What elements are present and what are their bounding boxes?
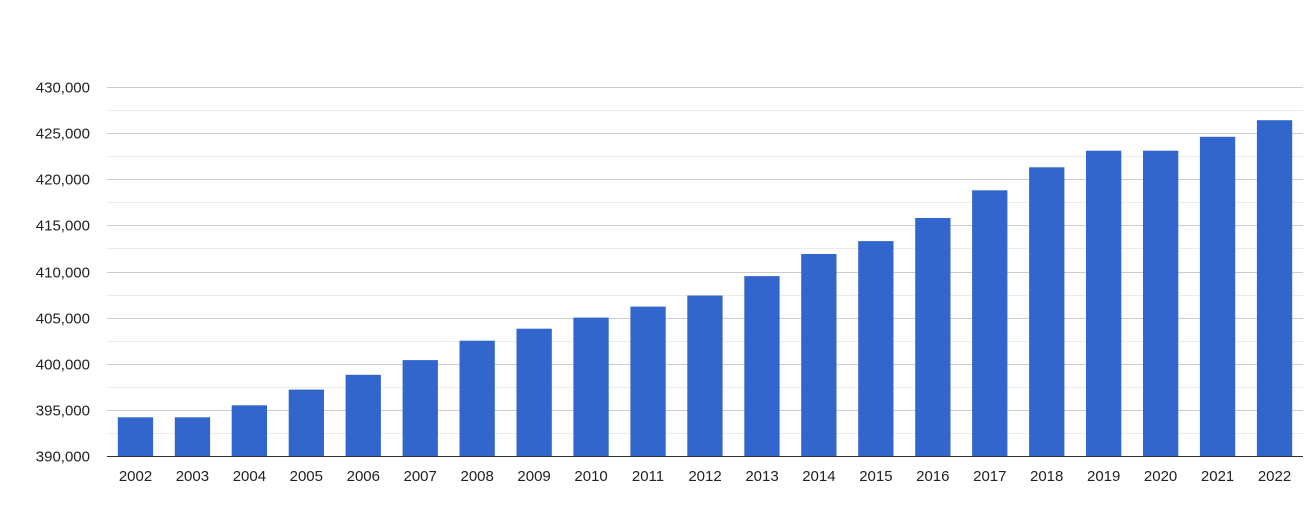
x-tick-label: 2005 [290, 468, 323, 485]
x-tick-label: 2006 [347, 468, 380, 485]
x-tick-label: 2008 [461, 468, 494, 485]
x-tick-label: 2013 [745, 468, 778, 485]
x-tick-label: 2010 [574, 468, 607, 485]
bar-2017[interactable] [972, 190, 1008, 457]
bar-2016[interactable] [915, 218, 951, 456]
x-axis-tick-labels: 2002 2003 2004 2005 2006 2007 2008 2009 2010 2011… [119, 468, 1291, 485]
y-tick-label: 410,000 [36, 265, 90, 282]
bar-2003[interactable] [174, 417, 211, 456]
y-tick-label: 405,000 [36, 311, 90, 328]
bar-2006[interactable] [345, 374, 381, 456]
x-tick-label: 2018 [1030, 468, 1063, 485]
bar-2020[interactable] [1143, 150, 1179, 456]
y-tick-label: 420,000 [36, 172, 90, 189]
x-tick-label: 2009 [517, 468, 550, 485]
y-tick-label: 400,000 [36, 357, 90, 374]
bar-2012[interactable] [687, 295, 723, 457]
bar-2007[interactable] [402, 360, 438, 456]
x-tick-label: 2002 [119, 468, 152, 485]
x-tick-label: 2011 [632, 468, 664, 485]
bar-2009[interactable] [516, 328, 552, 456]
x-tick-label: 2020 [1144, 468, 1177, 485]
x-tick-label: 2003 [176, 468, 209, 485]
bar-2014[interactable] [801, 254, 837, 456]
bar-2013[interactable] [744, 276, 780, 456]
bar-2021[interactable] [1199, 136, 1236, 457]
y-axis-tick-labels: 390,000 395,000 400,000 405,000 410,000 415,0… [36, 80, 90, 466]
bar-2015[interactable] [858, 241, 894, 456]
x-tick-label: 2012 [688, 468, 721, 485]
y-tick-label: 395,000 [36, 403, 90, 420]
bar-2018[interactable] [1029, 167, 1065, 457]
bar-2011[interactable] [630, 306, 666, 456]
x-tick-label: 2019 [1087, 468, 1120, 485]
y-tick-label: 415,000 [36, 218, 90, 235]
x-tick-label: 2016 [916, 468, 949, 485]
bar-2005[interactable] [288, 389, 324, 456]
bar-2008[interactable] [459, 340, 495, 456]
x-tick-label: 2015 [859, 468, 892, 485]
x-tick-label: 2021 [1201, 468, 1234, 485]
x-tick-label: 2004 [233, 468, 266, 485]
x-tick-label: 2022 [1258, 468, 1291, 485]
bar-2010[interactable] [573, 317, 609, 456]
bar-2002[interactable] [117, 417, 154, 456]
bar-2019[interactable] [1086, 150, 1122, 456]
bar-2004[interactable] [231, 405, 267, 456]
y-tick-label: 430,000 [36, 80, 90, 97]
y-tick-label: 390,000 [36, 449, 90, 466]
x-tick-label: 2017 [973, 468, 1006, 485]
x-tick-label: 2007 [404, 468, 437, 485]
bar-2022[interactable] [1256, 120, 1293, 456]
y-tick-label: 425,000 [36, 126, 90, 143]
bars [117, 120, 1293, 457]
x-tick-label: 2014 [802, 468, 835, 485]
